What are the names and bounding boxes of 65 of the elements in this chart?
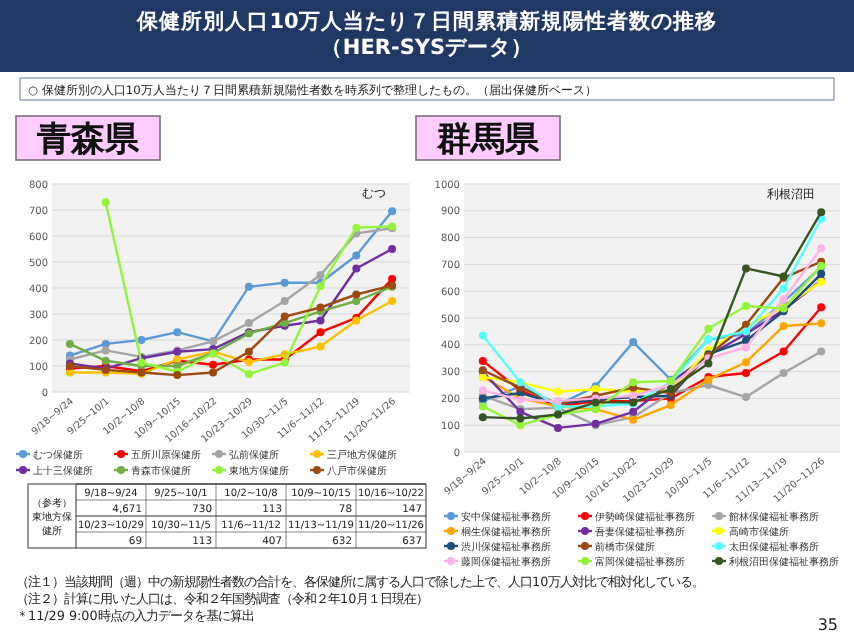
point [388,297,397,305]
point [137,336,146,344]
point [209,368,218,377]
point [817,208,826,217]
chart-title: 青森県 [35,120,141,160]
point [101,346,110,355]
point [316,328,325,337]
point [742,343,750,352]
chart-title: 群馬県 [435,120,541,160]
point [280,278,289,287]
point [554,387,562,396]
point [478,402,487,411]
point [244,319,253,328]
point [244,282,253,291]
point [817,269,826,278]
point [742,368,750,377]
point [629,338,638,347]
point [388,274,397,283]
point [101,339,110,348]
point [173,328,182,337]
point [704,359,713,368]
point [388,245,397,253]
point [280,297,289,305]
point [742,358,750,367]
point [742,336,750,345]
point [316,271,325,279]
point [352,297,361,305]
point [478,413,487,422]
point [101,356,110,365]
point [352,223,361,232]
point [779,368,788,377]
point [316,342,325,351]
point [779,322,788,331]
point [817,347,826,356]
point [629,378,638,387]
point [352,251,361,260]
point [352,264,361,273]
text: 保健所別人口10万人当たり７日間累積新規陽性者数の推移（HER-SYSデータ） [135,8,717,60]
point [388,207,397,216]
point [817,244,826,253]
point [817,319,826,328]
point [704,324,713,333]
point [101,198,110,207]
point [666,401,675,410]
point [742,393,750,402]
point [554,423,562,432]
point [280,312,289,321]
point [516,414,525,423]
point [209,360,218,369]
point [316,316,325,325]
point [478,356,487,365]
point [742,264,750,273]
point [817,303,826,312]
point [742,301,750,310]
point [516,421,525,430]
point [779,284,788,293]
point [478,331,487,340]
point [352,290,361,299]
point [629,407,638,416]
point [65,339,74,348]
point [244,347,253,356]
point [779,347,788,356]
text: 35 [817,616,838,634]
point [478,386,487,395]
point [244,370,253,379]
